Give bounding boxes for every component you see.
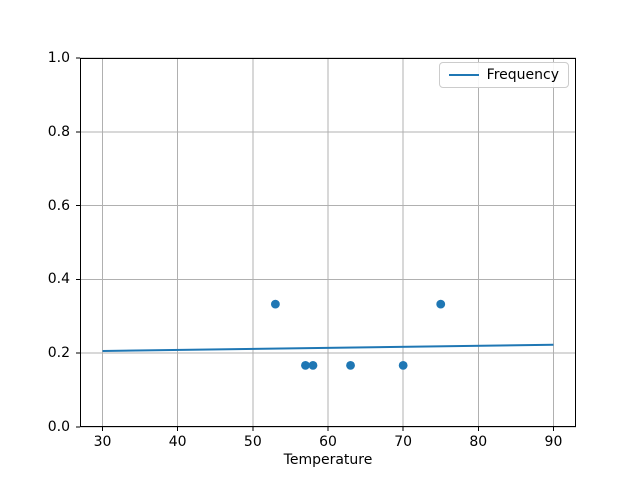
scatter-point — [398, 360, 408, 370]
x-tick-label: 40 — [168, 434, 187, 450]
y-tick-label: 0.2 — [47, 345, 70, 362]
x-tick-label: 80 — [469, 434, 488, 450]
x-tick-label: 90 — [544, 434, 563, 450]
y-tick-label: 0.4 — [47, 271, 70, 288]
x-axis-label: Temperature — [283, 452, 373, 468]
scatter-point — [346, 360, 355, 370]
legend-label: Frequency — [486, 67, 559, 83]
axes-spines — [80, 58, 576, 427]
scatter-point — [308, 360, 318, 370]
chart-canvas — [76, 57, 576, 431]
legend-line-swatch — [448, 74, 479, 76]
x-tick-label: 50 — [243, 434, 262, 450]
x-tick-label: 30 — [93, 434, 112, 450]
y-tick-label: 0.8 — [47, 123, 70, 140]
y-tick-label: 0.6 — [47, 197, 70, 214]
y-tick-label: 0.0 — [47, 419, 70, 435]
x-tick-label: 60 — [319, 434, 337, 450]
plot-area: Frequency — [76, 57, 576, 431]
scatter-point — [270, 299, 280, 309]
series-line-frequency — [102, 343, 554, 352]
scatter-point — [301, 360, 310, 370]
scatter-point — [436, 299, 446, 309]
legend: Frequency — [438, 62, 569, 88]
x-tick-label: 70 — [394, 434, 413, 450]
y-tick-label: 1.0 — [47, 50, 70, 66]
